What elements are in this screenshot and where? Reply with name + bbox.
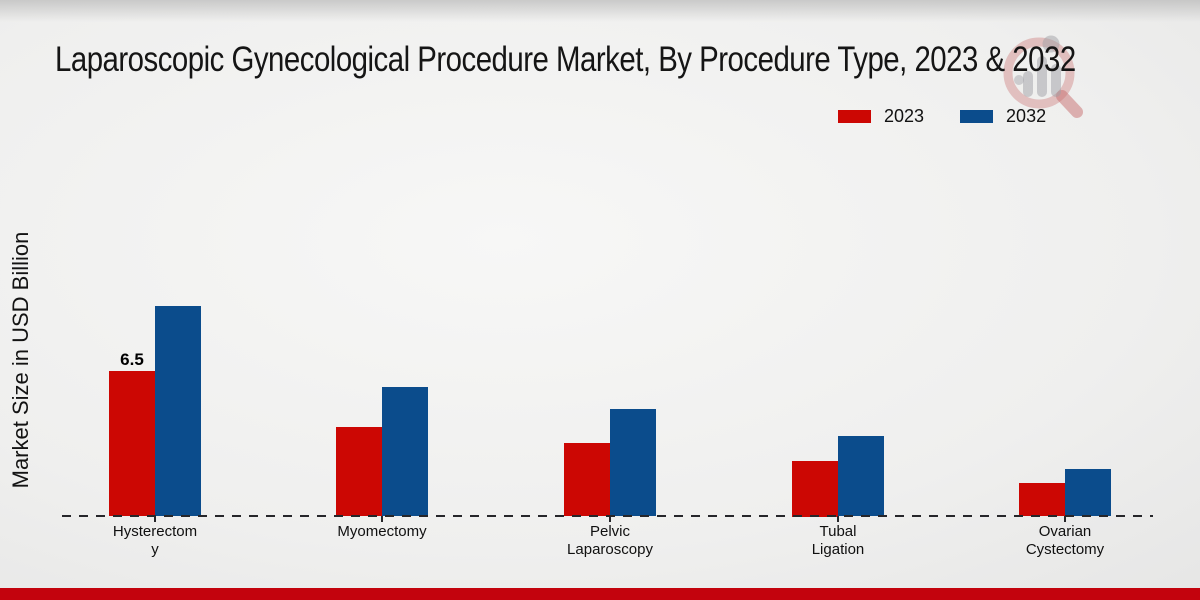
bar-2032-ovarian-cystectomy (1065, 469, 1111, 517)
legend-item-2023: 2023 (838, 106, 924, 127)
x-tick-tubal-ligation (837, 516, 839, 522)
category-label-pelvic-laparoscopy: Pelvic Laparoscopy (567, 523, 653, 558)
chart-title-text: Laparoscopic Gynecological Procedure Mar… (55, 40, 1076, 79)
x-tick-myomectomy (381, 516, 383, 522)
category-label-myomectomy: Myomectomy (337, 523, 427, 540)
x-tick-ovarian-cystectomy (1064, 516, 1066, 522)
legend-label-2032: 2032 (1006, 106, 1047, 126)
category-label-ovarian-cystectomy: Ovarian Cystectomy (1025, 523, 1105, 558)
legend-item-2032: 2032 (960, 106, 1046, 127)
legend-swatch-2032 (960, 110, 994, 123)
category-label-hysterectomy: Hysterectom y (112, 523, 198, 558)
footer-accent-bar (0, 588, 1200, 600)
x-tick-pelvic-laparoscopy (609, 516, 611, 522)
legend-label-2023: 2023 (884, 106, 925, 126)
chart-title: Laparoscopic Gynecological Procedure Mar… (55, 38, 1200, 84)
bar-2032-pelvic-laparoscopy (610, 408, 656, 517)
legend: 2023 2032 (838, 106, 1046, 127)
bar-2023-tubal-ligation (792, 460, 838, 517)
bar-2032-hysterectomy (155, 305, 201, 517)
bar-value-label: 6.5 (120, 349, 144, 369)
bar-2032-tubal-ligation (838, 435, 884, 517)
legend-swatch-2023 (838, 110, 871, 123)
market-research-future-logo-watermark (1003, 35, 1083, 118)
bar-2023-pelvic-laparoscopy (564, 442, 610, 517)
x-axis-baseline (62, 514, 1153, 517)
bar-2023-hysterectomy (109, 370, 155, 517)
category-label-tubal-ligation: Tubal Ligation (811, 523, 865, 558)
bar-2023-myomectomy (336, 426, 382, 517)
bar-2032-myomectomy (382, 386, 428, 517)
bar-2023-ovarian-cystectomy (1019, 482, 1065, 517)
x-tick-hysterectomy (154, 516, 156, 522)
